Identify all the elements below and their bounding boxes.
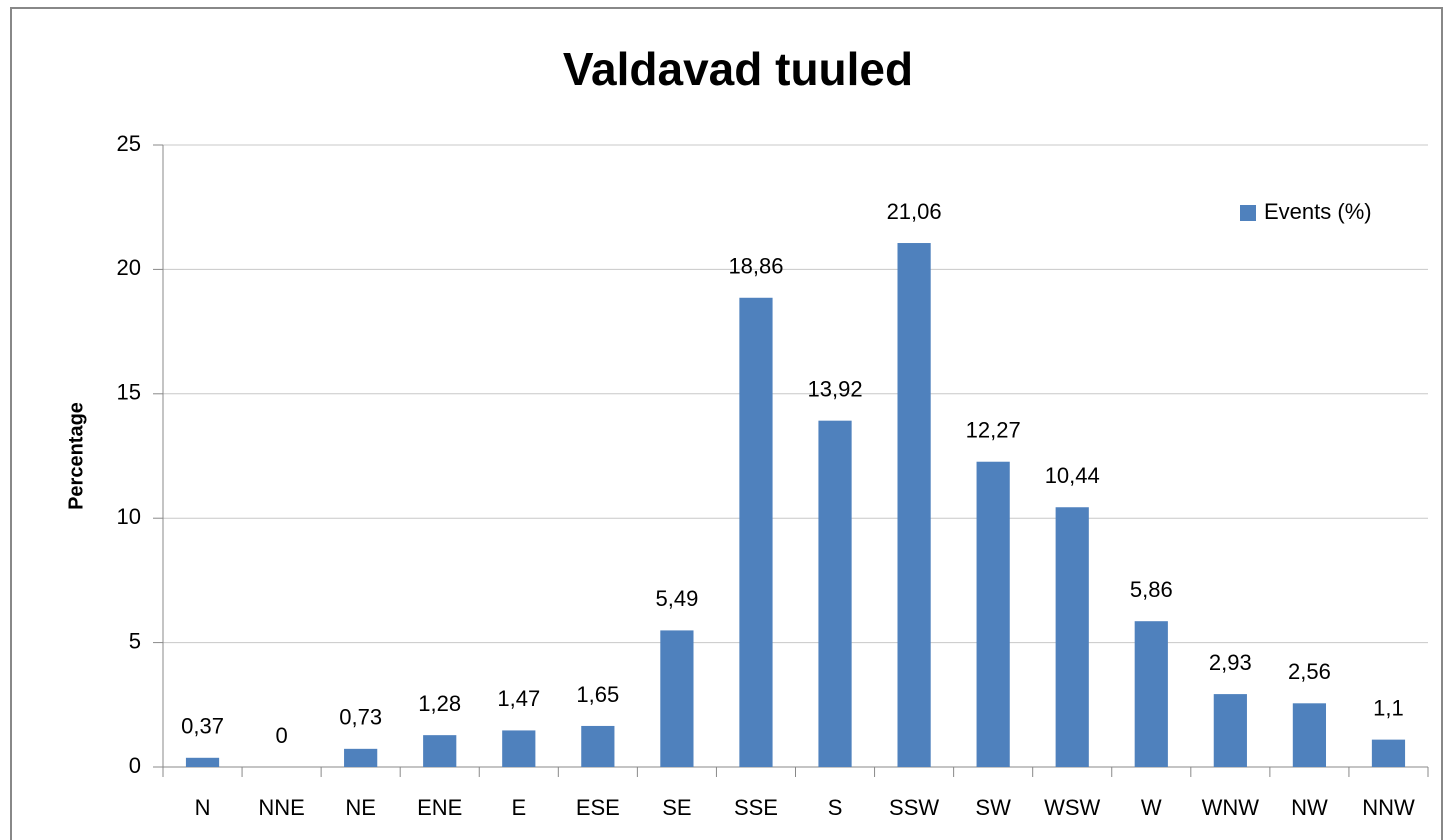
- bar: [1213, 694, 1247, 767]
- bar: [897, 243, 931, 767]
- value-label: 1,47: [497, 686, 540, 711]
- x-tick-label: NNW: [1362, 795, 1415, 820]
- value-label: 1,65: [576, 682, 619, 707]
- y-axis-label: Percentage: [65, 402, 87, 510]
- x-tick-label: SW: [975, 795, 1011, 820]
- bar: [1292, 703, 1327, 767]
- x-tick-label: NNE: [258, 795, 304, 820]
- y-tick-label: 15: [117, 380, 141, 405]
- bar: [976, 461, 1010, 767]
- value-label: 0,37: [181, 714, 224, 739]
- value-label: 2,56: [1288, 659, 1331, 684]
- chart-frame: [10, 7, 1443, 840]
- bar: [185, 757, 220, 767]
- value-label: 1,1: [1373, 695, 1404, 720]
- y-tick-label: 10: [117, 504, 141, 529]
- value-label: 21,06: [887, 199, 942, 224]
- value-label: 0: [275, 723, 287, 748]
- bar: [739, 297, 773, 767]
- y-tick-label: 5: [129, 628, 141, 653]
- x-tick-label: ENE: [417, 795, 462, 820]
- y-tick-label: 0: [129, 753, 141, 778]
- bar: [818, 420, 852, 767]
- x-tick-label: SSE: [734, 795, 778, 820]
- x-tick-label: SE: [662, 795, 691, 820]
- chart-title: Valdavad tuuled: [563, 43, 913, 95]
- bar: [502, 730, 536, 767]
- bar: [1055, 507, 1089, 767]
- y-tick-label: 25: [117, 131, 141, 156]
- x-tick-label: NE: [345, 795, 376, 820]
- bar: [423, 735, 457, 767]
- x-tick-label: ESE: [576, 795, 620, 820]
- bar: [1371, 739, 1406, 767]
- x-tick-label: NW: [1291, 795, 1328, 820]
- value-label: 13,92: [808, 376, 863, 401]
- bar: [581, 725, 615, 767]
- x-tick-label: W: [1141, 795, 1162, 820]
- value-label: 1,28: [418, 691, 461, 716]
- legend-label: Events (%): [1264, 199, 1372, 224]
- value-label: 18,86: [728, 254, 783, 279]
- value-label: 10,44: [1045, 463, 1100, 488]
- bar: [1134, 621, 1168, 767]
- value-label: 2,93: [1209, 650, 1252, 675]
- bar: [344, 748, 378, 767]
- x-tick-label: WNW: [1202, 795, 1260, 820]
- x-tick-label: E: [511, 795, 526, 820]
- value-label: 12,27: [966, 418, 1021, 443]
- value-label: 0,73: [339, 705, 382, 730]
- bar: [660, 630, 694, 767]
- x-tick-label: N: [195, 795, 211, 820]
- x-tick-label: SSW: [889, 795, 939, 820]
- y-tick-label: 20: [117, 255, 141, 280]
- value-label: 5,86: [1130, 577, 1173, 602]
- x-tick-label: WSW: [1044, 795, 1100, 820]
- value-label: 5,49: [655, 586, 698, 611]
- legend-swatch: [1240, 205, 1256, 221]
- x-tick-label: S: [828, 795, 843, 820]
